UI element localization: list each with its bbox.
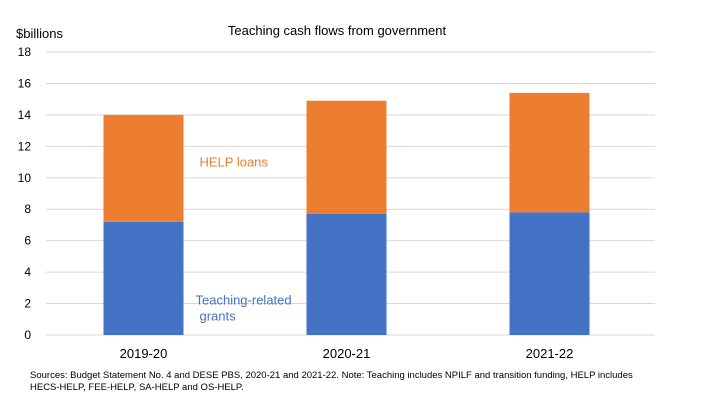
chart-title: Teaching cash flows from government — [228, 23, 447, 38]
y-tick-label: 10 — [18, 171, 32, 185]
source-footnote: Sources: Budget Statement No. 4 and DESE… — [30, 370, 670, 394]
bars — [103, 92, 590, 335]
bar-segment — [103, 114, 184, 222]
x-axis-ticks: 2019-20 2020-21 2021-22 — [120, 346, 574, 361]
y-tick-label: 4 — [24, 265, 31, 279]
y-axis-unit-label: $billions — [16, 26, 63, 41]
annotation-label: Teaching-related — [196, 292, 292, 307]
y-tick-label: 2 — [24, 297, 31, 311]
y-tick-label: 18 — [18, 45, 32, 59]
annotation-label: HELP loans — [200, 154, 269, 169]
y-tick-label: 0 — [24, 328, 31, 342]
y-tick-label: 14 — [18, 108, 32, 122]
footnote-line-1: Sources: Budget Statement No. 4 and DESE… — [30, 370, 633, 381]
bar-segment — [509, 212, 590, 335]
bar-segment — [306, 100, 387, 214]
x-tick-label: 2020-21 — [323, 346, 371, 361]
y-axis-ticks: 0 2 4 6 8 10 12 14 16 18 — [18, 45, 32, 342]
y-tick-label: 8 — [24, 202, 31, 216]
y-tick-label: 12 — [18, 139, 32, 153]
y-tick-label: 6 — [24, 234, 31, 248]
annotation-label: grants — [200, 308, 237, 323]
stacked-bar-chart: Teaching cash flows from government $bil… — [16, 23, 655, 361]
bar-segment — [509, 92, 590, 213]
bar-segment — [306, 213, 387, 335]
y-tick-label: 16 — [18, 76, 32, 90]
footnote-line-2: HECS-HELP, FEE-HELP, SA-HELP and OS-HELP… — [30, 382, 244, 393]
x-tick-label: 2021-22 — [526, 346, 574, 361]
x-tick-label: 2019-20 — [120, 346, 168, 361]
bar-segment — [103, 221, 184, 335]
